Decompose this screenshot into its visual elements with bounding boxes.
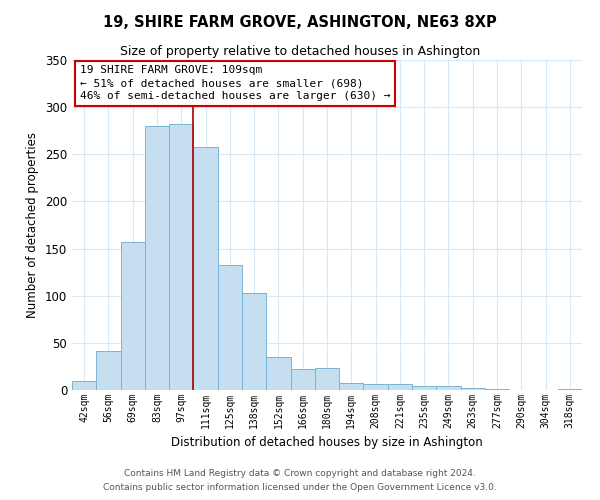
Bar (436, 386, 461, 390)
Bar (558, 389, 582, 390)
Bar (412, 386, 436, 390)
Text: 19 SHIRE FARM GROVE: 109sqm
← 51% of detached houses are smaller (698)
46% of se: 19 SHIRE FARM GROVE: 109sqm ← 51% of det… (80, 65, 390, 102)
Bar (242, 293, 266, 390)
Bar (121, 242, 145, 390)
Bar (218, 264, 242, 390)
Bar (266, 357, 290, 390)
Text: Size of property relative to detached houses in Ashington: Size of property relative to detached ho… (120, 45, 480, 58)
Bar (72, 380, 96, 390)
Bar (388, 384, 412, 390)
Y-axis label: Number of detached properties: Number of detached properties (26, 132, 40, 318)
Bar (485, 389, 509, 390)
Text: 19, SHIRE FARM GROVE, ASHINGTON, NE63 8XP: 19, SHIRE FARM GROVE, ASHINGTON, NE63 8X… (103, 15, 497, 30)
Bar (315, 368, 339, 390)
Bar (339, 384, 364, 390)
Bar (145, 126, 169, 390)
Bar (461, 388, 485, 390)
Bar (193, 146, 218, 390)
Text: Contains HM Land Registry data © Crown copyright and database right 2024.: Contains HM Land Registry data © Crown c… (124, 468, 476, 477)
Bar (364, 384, 388, 390)
Bar (96, 352, 121, 390)
Bar (169, 124, 193, 390)
Text: Contains public sector information licensed under the Open Government Licence v3: Contains public sector information licen… (103, 484, 497, 492)
Bar (290, 370, 315, 390)
X-axis label: Distribution of detached houses by size in Ashington: Distribution of detached houses by size … (171, 436, 483, 450)
